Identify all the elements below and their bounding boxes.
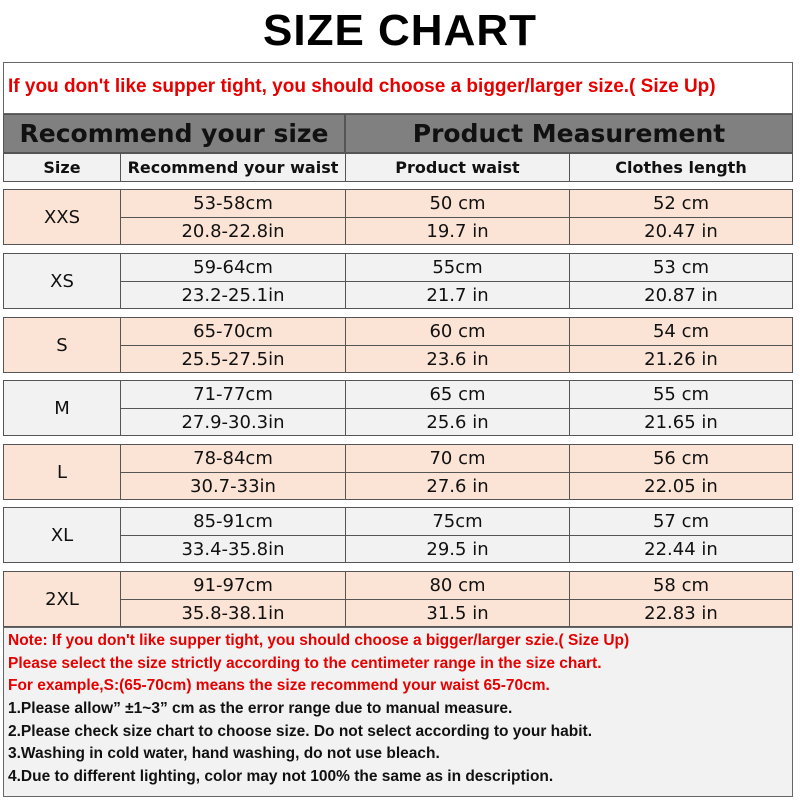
cell-cm: 54 cm: [569, 317, 793, 346]
cell-cm: 50 cm: [345, 189, 570, 218]
size-label: XS: [3, 253, 121, 309]
note: 2.Please check size chart to choose size…: [8, 722, 593, 740]
header-product: Product Measurement: [345, 114, 793, 153]
column-recommend-waist: Recommend your waist: [120, 153, 346, 182]
size-label: 2XL: [3, 571, 121, 627]
size-label: L: [3, 444, 121, 500]
note-red: For example,S:(65-70cm) means the size r…: [8, 677, 550, 695]
cell-cm: 59-64cm: [120, 253, 346, 282]
note-red: Note: If you don't like supper tight, yo…: [8, 632, 630, 649]
cell-in: 31.5 in: [345, 599, 570, 627]
column-size: Size: [3, 153, 121, 182]
cell-in: 25.5-27.5in: [120, 345, 346, 373]
size-label: M: [3, 380, 121, 436]
cell-cm: 65 cm: [345, 380, 570, 409]
notes-box: Note: If you don't like supper tight, yo…: [3, 627, 793, 797]
column-clothes-length: Clothes length: [569, 153, 793, 182]
cell-cm: 91-97cm: [120, 571, 346, 600]
note: 4.Due to different lighting, color may n…: [8, 768, 554, 786]
note: 3.Washing in cold water, hand washing, d…: [8, 745, 440, 763]
cell-in: 23.2-25.1in: [120, 281, 346, 309]
cell-cm: 57 cm: [569, 507, 793, 536]
size-label: XXS: [3, 189, 121, 245]
cell-cm: 78-84cm: [120, 444, 346, 473]
column-product-waist: Product waist: [345, 153, 570, 182]
cell-in: 22.83 in: [569, 599, 793, 627]
cell-in: 21.26 in: [569, 345, 793, 373]
cell-in: 19.7 in: [345, 217, 570, 245]
cell-cm: 65-70cm: [120, 317, 346, 346]
cell-cm: 53-58cm: [120, 189, 346, 218]
cell-cm: 55 cm: [569, 380, 793, 409]
cell-cm: 53 cm: [569, 253, 793, 282]
cell-cm: 56 cm: [569, 444, 793, 473]
cell-in: 23.6 in: [345, 345, 570, 373]
cell-cm: 71-77cm: [120, 380, 346, 409]
cell-in: 33.4-35.8in: [120, 535, 346, 563]
header-recommend: Recommend your size: [3, 114, 345, 153]
cell-in: 27.6 in: [345, 472, 570, 500]
cell-in: 25.6 in: [345, 408, 570, 436]
page-title: SIZE CHART: [263, 6, 537, 55]
cell-cm: 60 cm: [345, 317, 570, 346]
cell-cm: 55cm: [345, 253, 570, 282]
cell-in: 27.9-30.3in: [120, 408, 346, 436]
note: 1.Please allow” ±1~3” cm as the error ra…: [8, 700, 513, 718]
cell-in: 30.7-33in: [120, 472, 346, 500]
size-label: XL: [3, 507, 121, 563]
cell-in: 29.5 in: [345, 535, 570, 563]
note-red: Please select the size strictly accordin…: [8, 654, 602, 672]
cell-in: 21.65 in: [569, 408, 793, 436]
cell-in: 20.47 in: [569, 217, 793, 245]
cell-cm: 70 cm: [345, 444, 570, 473]
cell-cm: 52 cm: [569, 189, 793, 218]
cell-in: 22.44 in: [569, 535, 793, 563]
cell-in: 20.8-22.8in: [120, 217, 346, 245]
cell-cm: 85-91cm: [120, 507, 346, 536]
cell-in: 22.05 in: [569, 472, 793, 500]
cell-in: 35.8-38.1in: [120, 599, 346, 627]
size-label: S: [3, 317, 121, 373]
size-up-banner: If you don't like supper tight, you shou…: [3, 62, 793, 114]
cell-cm: 75cm: [345, 507, 570, 536]
cell-cm: 58 cm: [569, 571, 793, 600]
cell-in: 20.87 in: [569, 281, 793, 309]
cell-in: 21.7 in: [345, 281, 570, 309]
cell-cm: 80 cm: [345, 571, 570, 600]
